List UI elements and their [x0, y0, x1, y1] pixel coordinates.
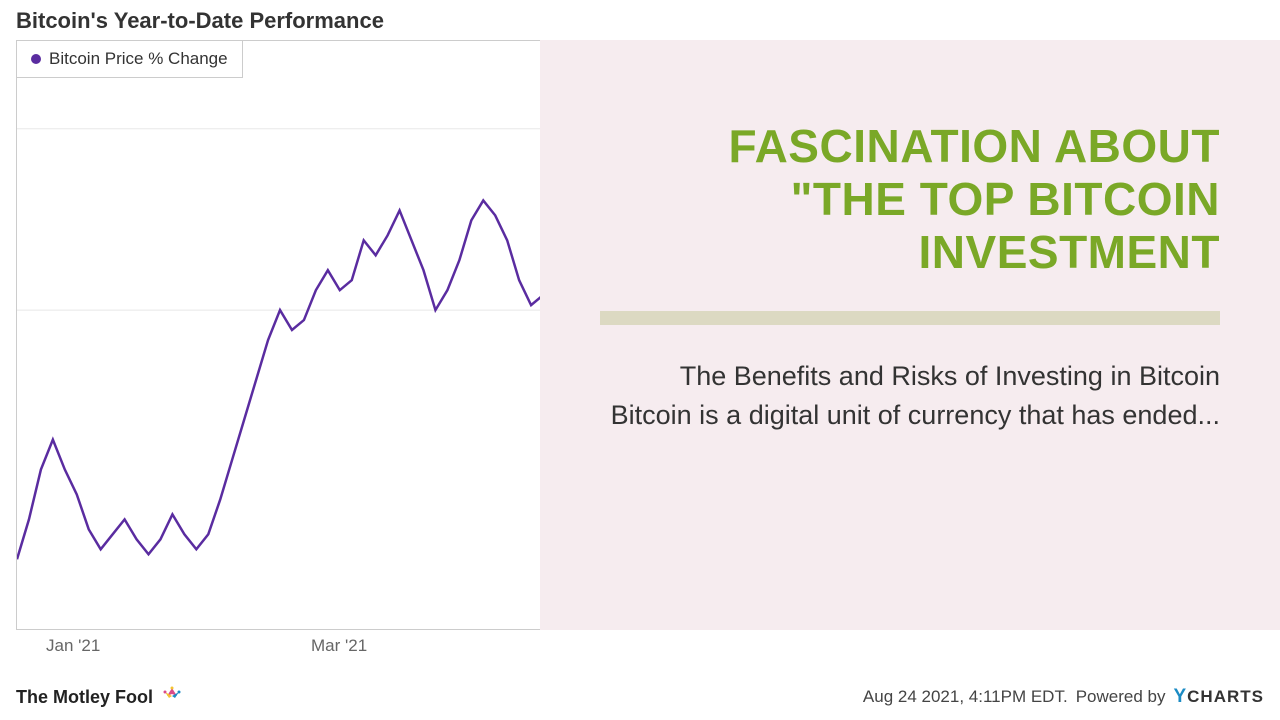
line-chart-svg [17, 41, 555, 629]
footer: The Motley Fool Aug 24 2021, 4:11PM EDT.… [16, 684, 1264, 710]
powered-by-label: Powered by [1076, 687, 1166, 707]
x-axis-tick: Jan '21 [46, 636, 100, 656]
chart-area: Bitcoin Price % Change [16, 40, 556, 630]
provider-rest: CHARTS [1187, 687, 1264, 707]
provider-y: Y [1173, 686, 1187, 708]
chart-legend: Bitcoin Price % Change [17, 41, 243, 78]
headline: FASCINATION ABOUT "THE TOP BITCOIN INVES… [600, 120, 1220, 279]
legend-marker-icon [31, 54, 41, 64]
legend-label: Bitcoin Price % Change [49, 49, 228, 69]
footer-right: Aug 24 2021, 4:11PM EDT. Powered by YCHA… [863, 686, 1264, 708]
timestamp: Aug 24 2021, 4:11PM EDT. [863, 687, 1068, 707]
provider-logo: YCHARTS [1173, 686, 1264, 708]
body-text: The Benefits and Risks of Investing in B… [600, 357, 1220, 435]
x-axis-tick: Mar '21 [311, 636, 367, 656]
brand: The Motley Fool [16, 684, 185, 710]
jester-hat-icon [159, 684, 185, 710]
brand-text: The Motley Fool [16, 687, 153, 708]
divider [600, 311, 1220, 325]
chart-title: Bitcoin's Year-to-Date Performance [16, 8, 384, 34]
content-overlay-panel: FASCINATION ABOUT "THE TOP BITCOIN INVES… [540, 40, 1280, 630]
